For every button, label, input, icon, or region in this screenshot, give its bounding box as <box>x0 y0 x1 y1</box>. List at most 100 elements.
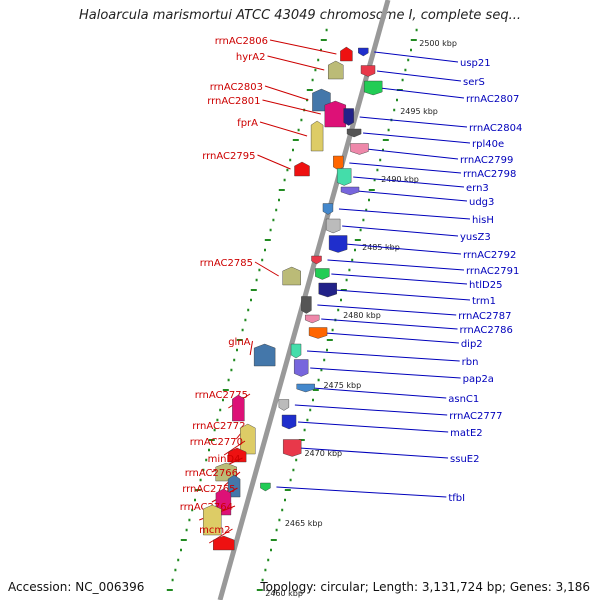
gene-label-right: matE2 <box>450 428 482 439</box>
gene-leader-line <box>345 243 462 255</box>
gene-feature <box>240 423 256 455</box>
gene-leader-line <box>298 421 449 433</box>
scale-label: 2500 kbp <box>419 39 457 48</box>
gene-label-right: rpl40e <box>472 139 504 150</box>
gene-label-right: rrnAC2807 <box>466 94 519 105</box>
gene-leader-line <box>356 190 468 202</box>
gene-feature <box>333 155 344 171</box>
gene-label-right: ssuE2 <box>450 454 479 465</box>
gene-label-right: hisH <box>472 215 494 226</box>
gene-leader-line <box>294 404 448 416</box>
gene-leader-line <box>267 55 325 71</box>
gene-leader-line <box>325 332 459 344</box>
gene-feature <box>364 80 383 96</box>
gene-label-right: tfbI <box>448 493 465 504</box>
gene-label-right: serS <box>463 77 485 88</box>
gene-leader-line <box>349 162 462 174</box>
gene-label-right: udg3 <box>469 197 494 208</box>
scale-label: 2490 kbp <box>381 175 419 184</box>
gene-feature <box>283 439 302 457</box>
gene-feature <box>278 399 290 411</box>
scale-label: 2475 kbp <box>323 381 361 390</box>
gene-leader-line <box>249 340 253 356</box>
scale-label: 2470 kbp <box>304 449 342 458</box>
gene-feature <box>253 343 276 367</box>
gene-label-right: rbn <box>462 357 479 368</box>
gene-label-left: rrnAC2772 <box>192 421 245 432</box>
gene-feature <box>232 394 245 422</box>
gene-label-left: rrnAC2770 <box>190 437 243 448</box>
gene-label-left: rrnAC2785 <box>200 258 253 269</box>
gene-feature <box>350 143 369 155</box>
gene-leader-line <box>257 154 291 170</box>
gene-label-right: usp21 <box>460 58 491 69</box>
gene-feature <box>325 218 341 234</box>
gene-feature <box>315 268 330 280</box>
gene-label-left: rrnAC2803 <box>210 82 263 93</box>
gene-feature <box>282 266 301 286</box>
gene-feature <box>340 186 360 196</box>
gene-leader-line <box>264 85 309 101</box>
gene-feature <box>203 504 222 536</box>
gene-label-left: hyrA2 <box>236 52 266 63</box>
gene-leader-line <box>334 289 471 301</box>
gene-leader-line <box>366 148 459 160</box>
gene-label-left: mcm2 <box>199 525 230 536</box>
gene-feature <box>358 47 369 57</box>
gene-leader-line <box>317 304 457 316</box>
scale-label: 2480 kbp <box>343 311 381 320</box>
scale-label: 2460 kbp <box>265 589 303 598</box>
gene-leader-line <box>338 208 471 220</box>
gene-label-right: trm1 <box>472 296 496 307</box>
gene-feature <box>301 296 312 314</box>
gene-label-left: rrnAC2806 <box>215 36 268 47</box>
accession-label: Accession: NC_006396 <box>8 580 145 594</box>
gene-leader-line <box>306 350 460 362</box>
gene-feature <box>346 128 362 138</box>
gene-leader-line <box>310 367 461 379</box>
gene-leader-line <box>327 259 465 271</box>
gene-leader-line <box>223 440 246 456</box>
gene-feature <box>343 108 354 126</box>
gene-leader-line <box>269 39 337 55</box>
gene-label-right: rrnAC2799 <box>460 155 513 166</box>
gene-label-left: rrnAC2765 <box>182 484 235 495</box>
gene-feature <box>308 327 328 339</box>
gene-label-right: asnC1 <box>448 394 479 405</box>
gene-leader-line <box>374 51 459 63</box>
gene-feature <box>322 203 334 215</box>
gene-label-left: rrnAC2775 <box>195 390 248 401</box>
gene-leader-line <box>342 225 459 237</box>
gene-label-left: rrnAC2801 <box>207 96 260 107</box>
gene-label-right: rrnAC2798 <box>463 169 516 180</box>
gene-feature <box>340 46 353 62</box>
gene-leader-line <box>254 261 279 277</box>
gene-leader-line <box>321 318 458 330</box>
gene-label-right: rrnAC2786 <box>460 325 513 336</box>
gene-leader-line <box>359 116 468 128</box>
gene-leader-line <box>353 176 465 188</box>
gene-label-right: rrnAC2804 <box>469 123 522 134</box>
gene-label-right: rrnAC2791 <box>466 266 519 277</box>
gene-leader-line <box>259 121 308 137</box>
gene-label-left: minD4 <box>208 454 241 465</box>
gene-feature <box>318 282 337 298</box>
gene-label-right: pap2a <box>463 374 494 385</box>
gene-leader-line <box>276 486 447 498</box>
gene-leader-line <box>380 87 465 99</box>
gene-feature <box>310 120 324 152</box>
topology-summary: Topology: circular; Length: 3,131,724 bp… <box>260 580 590 594</box>
gene-label-right: ern3 <box>466 183 489 194</box>
gene-feature <box>328 235 348 253</box>
gene-leader-line <box>262 99 321 115</box>
gene-label-right: htlD25 <box>469 280 502 291</box>
gene-feature <box>294 161 310 177</box>
gene-label-right: rrnAC2787 <box>458 311 511 322</box>
scale-label: 2495 kbp <box>400 107 438 116</box>
gene-leader-line <box>312 387 447 399</box>
gene-leader-line <box>363 132 471 144</box>
gene-label-right: yusZ3 <box>460 232 491 243</box>
gene-label-left: glnA <box>228 337 250 348</box>
gene-feature <box>294 359 309 377</box>
